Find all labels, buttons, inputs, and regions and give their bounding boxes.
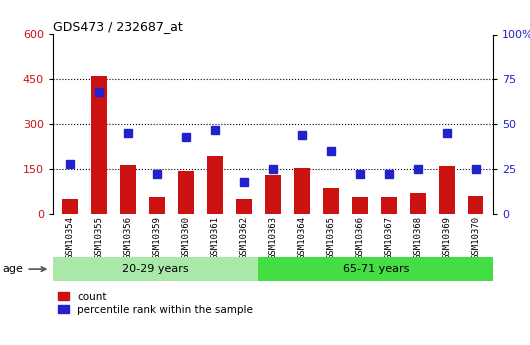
Text: GSM10361: GSM10361 (210, 216, 219, 259)
Bar (294, 168, 310, 214)
Text: GSM10356: GSM10356 (123, 216, 132, 259)
Bar (352, 197, 368, 214)
Text: GSM10355: GSM10355 (95, 216, 104, 259)
Text: GSM10362: GSM10362 (240, 216, 249, 259)
Bar (236, 199, 252, 214)
Legend: count, percentile rank within the sample: count, percentile rank within the sample (58, 292, 253, 315)
Bar (265, 175, 281, 214)
Text: GSM10369: GSM10369 (442, 216, 451, 259)
Text: GSM10370: GSM10370 (471, 216, 480, 259)
Text: GSM10359: GSM10359 (153, 216, 162, 259)
Text: GDS473 / 232687_at: GDS473 / 232687_at (53, 20, 183, 33)
Text: GSM10365: GSM10365 (326, 216, 335, 259)
Bar (207, 156, 223, 214)
Bar (53, 257, 259, 281)
Bar (178, 170, 194, 214)
Text: 20-29 years: 20-29 years (122, 264, 189, 274)
Text: 65-71 years: 65-71 years (342, 264, 409, 274)
Text: age: age (3, 264, 46, 274)
Bar (149, 197, 165, 214)
Bar (381, 197, 396, 214)
Bar (323, 188, 339, 214)
Text: GSM10360: GSM10360 (182, 216, 191, 259)
Text: GSM10354: GSM10354 (66, 216, 75, 259)
Text: GSM10367: GSM10367 (384, 216, 393, 259)
Bar (259, 257, 493, 281)
Text: GSM10363: GSM10363 (269, 216, 277, 259)
Bar (63, 199, 78, 214)
Bar (467, 196, 483, 214)
Text: GSM10368: GSM10368 (413, 216, 422, 259)
Bar (91, 76, 107, 214)
Text: GSM10364: GSM10364 (297, 216, 306, 259)
Bar (439, 166, 455, 214)
Text: GSM10366: GSM10366 (355, 216, 364, 259)
Bar (410, 193, 426, 214)
Bar (120, 165, 136, 214)
